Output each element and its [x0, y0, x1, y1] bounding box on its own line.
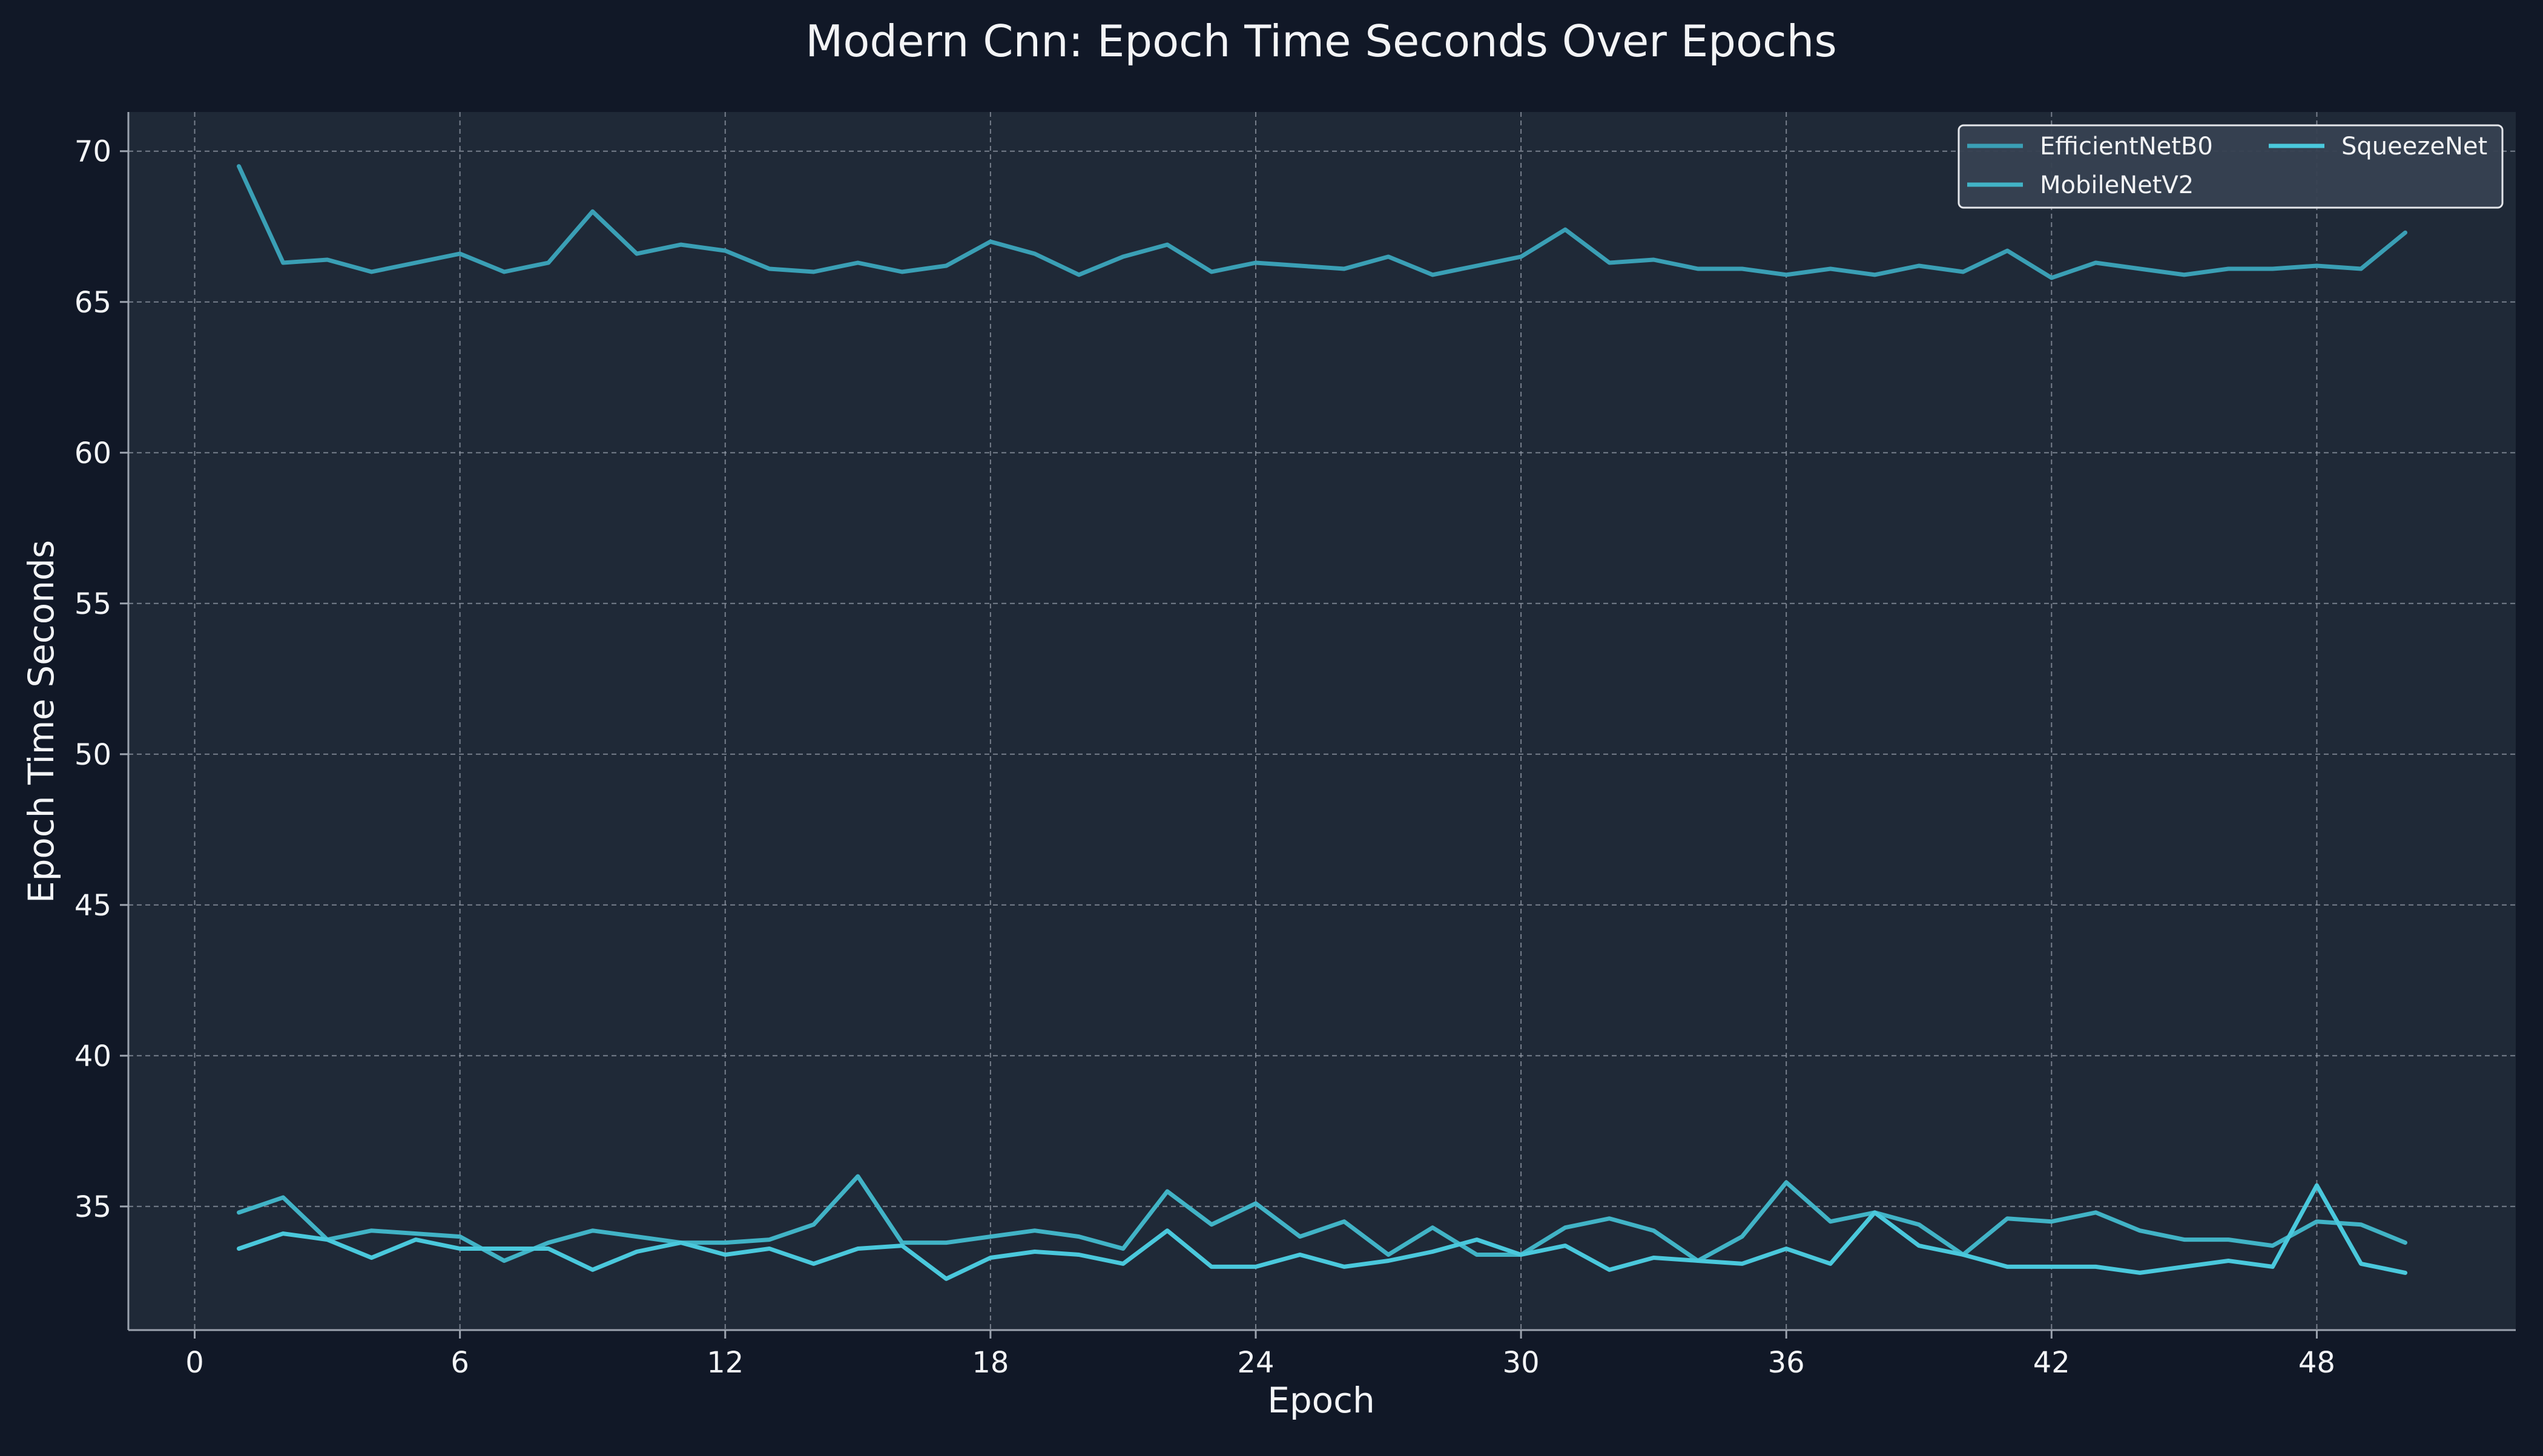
chart-title: Modern Cnn: Epoch Time Seconds Over Epoc…	[805, 16, 1837, 67]
y-tick-label: 45	[74, 889, 111, 923]
x-tick-label: 12	[707, 1346, 744, 1380]
y-tick-label: 70	[74, 135, 111, 169]
axes: 0 6 12 18 24 30 36 42 48 35 40 45 50 55 60 65 70	[74, 112, 2516, 1380]
y-tick-label: 60	[74, 436, 111, 470]
series-line-mobilenetv2	[237, 1174, 2407, 1263]
legend-label-squeezenet: SqueezeNet	[2341, 133, 2487, 160]
y-tick-label: 40	[74, 1039, 111, 1073]
legend-label-efficientnetb0: EfficientNetB0	[2040, 133, 2213, 160]
x-tick-label: 30	[1503, 1346, 1540, 1380]
plot-area	[128, 112, 2516, 1330]
x-tick-label: 0	[185, 1346, 204, 1380]
x-tick-label: 24	[1237, 1346, 1274, 1380]
x-tick-label: 48	[2298, 1346, 2335, 1380]
y-tick-label: 35	[74, 1190, 111, 1224]
y-tick-label: 65	[74, 286, 111, 320]
x-tick-label: 42	[2033, 1346, 2070, 1380]
series-line-efficientnetb0	[237, 164, 2407, 280]
series-lines	[237, 164, 2407, 1281]
x-tick-label: 36	[1768, 1346, 1805, 1380]
x-tick-label: 18	[972, 1346, 1009, 1380]
legend: EfficientNetB0 MobileNetV2 SqueezeNet	[1958, 124, 2504, 209]
series-line-squeezenet	[237, 1183, 2407, 1281]
legend-box	[1958, 124, 2504, 209]
y-axis-label: Epoch Time Seconds	[21, 540, 62, 903]
y-tick-label: 55	[74, 587, 111, 621]
x-tick-label: 6	[450, 1346, 469, 1380]
x-axis-label: Epoch	[1267, 1380, 1375, 1421]
legend-label-mobilenetv2: MobileNetV2	[2040, 171, 2194, 199]
y-tick-label: 50	[74, 738, 111, 772]
